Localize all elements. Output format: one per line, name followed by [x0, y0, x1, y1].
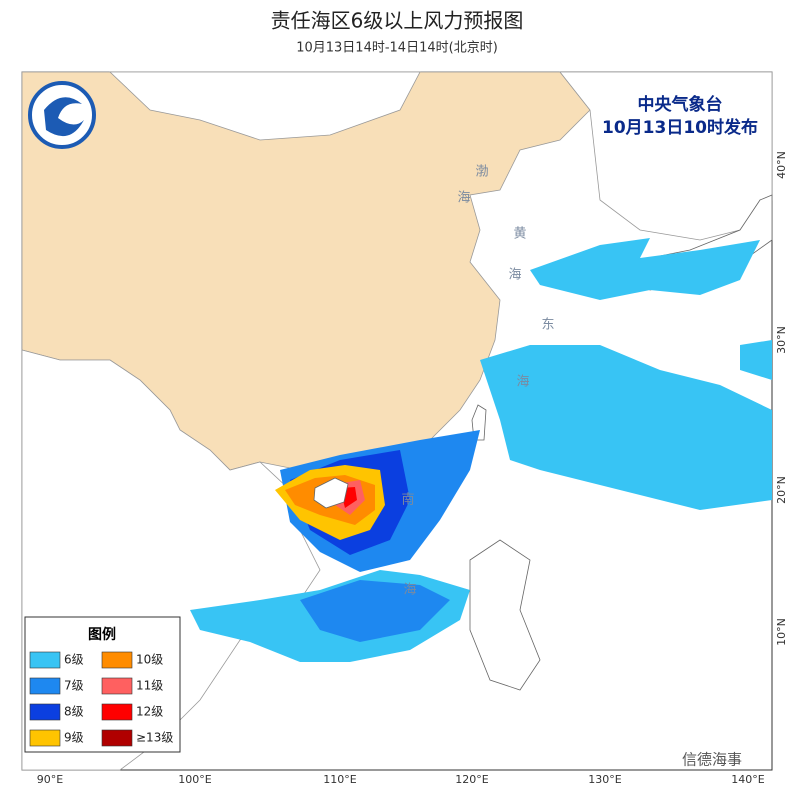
legend-swatch — [101, 651, 133, 669]
longitude-label: 130°E — [588, 773, 621, 786]
wind-areas — [190, 238, 772, 662]
wind-area — [530, 238, 760, 300]
wind-area — [300, 580, 450, 642]
legend-swatch — [101, 703, 133, 721]
legend-label: 12级 — [136, 705, 163, 719]
sea-label: 东 — [541, 318, 554, 333]
sea-label: 海 — [508, 268, 521, 283]
logo-mark — [44, 97, 84, 137]
wind-area — [480, 345, 772, 510]
wind-area — [740, 340, 772, 380]
legend-label: 11级 — [136, 679, 163, 693]
legend: 图例 6级 7级 8级 9级 10级 11级 12级 ≥13级 — [24, 616, 181, 753]
sea-label: 黄 — [513, 227, 526, 242]
legend-swatch — [29, 729, 61, 747]
legend-label: 9级 — [64, 731, 84, 745]
longitude-label: 110°E — [323, 773, 356, 786]
issuer-name: 中央气象台 — [638, 94, 723, 115]
legend-swatch — [101, 729, 133, 747]
northeast-land — [559, 71, 773, 241]
legend-label: ≥13级 — [136, 731, 173, 745]
latitude-label: 20°N — [775, 476, 788, 504]
sea-label: 海 — [403, 583, 416, 598]
legend-swatch — [101, 677, 133, 695]
issue-time: 10月13日10时发布 — [602, 117, 758, 138]
hainan-outline — [313, 477, 349, 509]
legend-label: 10级 — [136, 653, 163, 667]
legend-label: 6级 — [64, 653, 84, 667]
mongolia — [108, 71, 421, 141]
latitude-label: 40°N — [775, 151, 788, 179]
legend-swatch — [29, 677, 61, 695]
sea-label: 海 — [457, 191, 470, 206]
sea-label: 海 — [516, 375, 529, 390]
legend-label: 7级 — [64, 679, 84, 693]
logo — [28, 81, 96, 149]
hainan — [313, 477, 349, 509]
legend-swatch — [29, 651, 61, 669]
longitude-label: 90°E — [37, 773, 63, 786]
longitude-label: 140°E — [731, 773, 764, 786]
longitude-label: 120°E — [455, 773, 488, 786]
sea-label: 渤 — [475, 164, 488, 180]
sea-label: 南 — [401, 492, 414, 508]
watermark: 信德海事 — [682, 751, 742, 769]
subtitle: 10月13日14时-14日14时(北京时) — [296, 41, 498, 56]
philippines — [469, 539, 541, 691]
legend-title: 图例 — [88, 626, 116, 643]
title: 责任海区6级以上风力预报图 — [271, 9, 524, 33]
legend-swatch — [29, 703, 61, 721]
longitude-label: 100°E — [178, 773, 211, 786]
latitude-label: 10°N — [775, 618, 788, 646]
latitude-label: 30°N — [775, 326, 788, 354]
legend-label: 8级 — [64, 705, 84, 719]
